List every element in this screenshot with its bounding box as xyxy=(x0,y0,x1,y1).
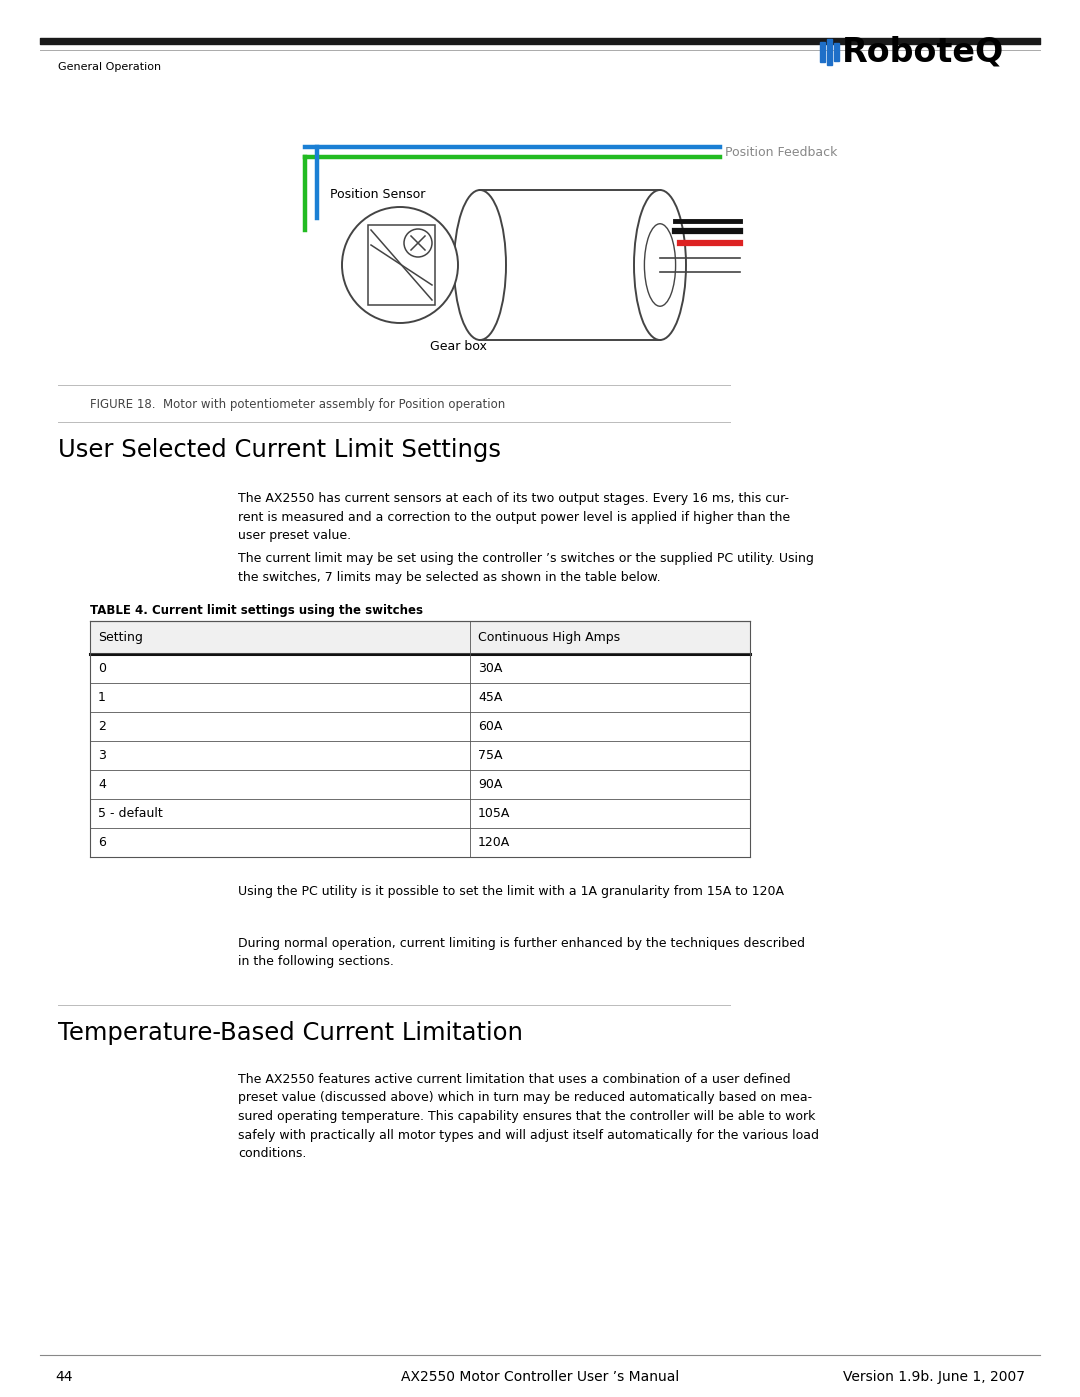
Text: Version 1.9b. June 1, 2007: Version 1.9b. June 1, 2007 xyxy=(843,1370,1025,1384)
Text: 5 - default: 5 - default xyxy=(98,807,163,820)
Text: 3: 3 xyxy=(98,749,106,761)
Text: Temperature-Based Current Limitation: Temperature-Based Current Limitation xyxy=(58,1021,523,1045)
Text: 75A: 75A xyxy=(478,749,502,761)
Text: 60A: 60A xyxy=(478,719,502,733)
Text: General Operation: General Operation xyxy=(58,61,161,73)
Text: The current limit may be set using the controller ’s switches or the supplied PC: The current limit may be set using the c… xyxy=(238,552,814,584)
Text: The AX2550 has current sensors at each of its two output stages. Every 16 ms, th: The AX2550 has current sensors at each o… xyxy=(238,492,791,542)
Bar xyxy=(90,683,750,712)
Text: 45A: 45A xyxy=(478,692,502,704)
Text: 90A: 90A xyxy=(478,778,502,791)
Text: AX2550 Motor Controller User ’s Manual: AX2550 Motor Controller User ’s Manual xyxy=(401,1370,679,1384)
Text: 120A: 120A xyxy=(478,835,510,849)
Bar xyxy=(90,770,750,799)
Text: 30A: 30A xyxy=(478,662,502,675)
Text: During normal operation, current limiting is further enhanced by the techniques : During normal operation, current limitin… xyxy=(238,937,805,968)
Circle shape xyxy=(342,207,458,323)
Text: Continuous High Amps: Continuous High Amps xyxy=(478,631,620,644)
Bar xyxy=(834,43,839,61)
Ellipse shape xyxy=(634,190,686,339)
Text: 2: 2 xyxy=(98,719,106,733)
Text: 1: 1 xyxy=(98,692,106,704)
Bar xyxy=(90,740,750,770)
Text: User Selected Current Limit Settings: User Selected Current Limit Settings xyxy=(58,439,501,462)
Bar xyxy=(90,828,750,856)
Ellipse shape xyxy=(454,190,507,339)
Text: FIGURE 18.  Motor with potentiometer assembly for Position operation: FIGURE 18. Motor with potentiometer asse… xyxy=(90,398,505,411)
Text: Position Feedback: Position Feedback xyxy=(725,145,837,158)
Bar xyxy=(90,622,750,654)
Text: TABLE 4. Current limit settings using the switches: TABLE 4. Current limit settings using th… xyxy=(90,604,423,617)
Polygon shape xyxy=(368,225,435,305)
Bar xyxy=(90,654,750,683)
Text: 44: 44 xyxy=(55,1370,72,1384)
Text: 4: 4 xyxy=(98,778,106,791)
Text: Position Sensor: Position Sensor xyxy=(330,189,426,201)
Text: RoboteQ: RoboteQ xyxy=(842,35,1004,68)
Text: Setting: Setting xyxy=(98,631,143,644)
Text: 0: 0 xyxy=(98,662,106,675)
Bar xyxy=(820,42,825,61)
Bar xyxy=(90,799,750,828)
Text: 6: 6 xyxy=(98,835,106,849)
Text: Using the PC utility is it possible to set the limit with a 1A granularity from : Using the PC utility is it possible to s… xyxy=(238,886,784,898)
Text: Gear box: Gear box xyxy=(430,339,487,353)
Text: 105A: 105A xyxy=(478,807,511,820)
Bar xyxy=(90,712,750,740)
Text: The AX2550 features active current limitation that uses a combination of a user : The AX2550 features active current limit… xyxy=(238,1073,819,1160)
Circle shape xyxy=(404,229,432,257)
Bar xyxy=(827,39,832,66)
